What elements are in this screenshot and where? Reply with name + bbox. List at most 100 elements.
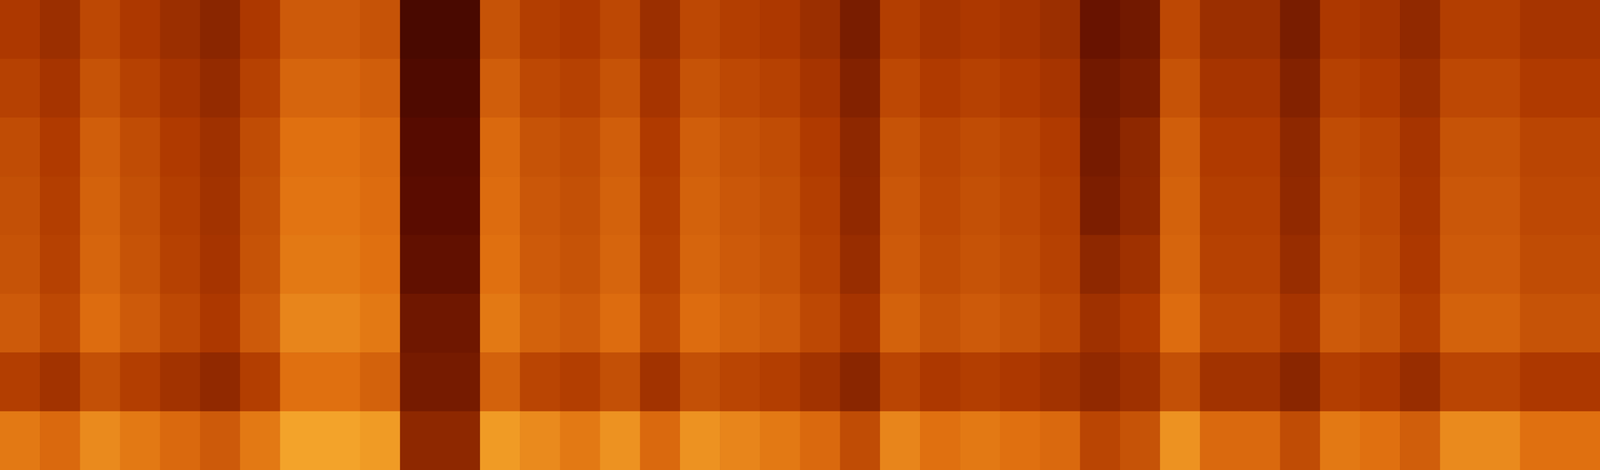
cell: [759, 352, 801, 412]
cell: [440, 235, 481, 295]
cell: [800, 293, 841, 353]
cell: [1199, 176, 1241, 236]
cell: [1439, 117, 1481, 177]
cell: [1520, 235, 1561, 295]
cell: [999, 293, 1041, 353]
cell: [1320, 293, 1361, 353]
cell: [400, 352, 441, 412]
cell: [959, 352, 1001, 412]
cell: [319, 352, 361, 412]
cell: [120, 0, 161, 60]
cell: [600, 293, 641, 353]
cell: [440, 0, 481, 60]
cell: [360, 235, 401, 295]
cell: [279, 411, 321, 470]
cell: [800, 176, 841, 236]
cell: [0, 293, 41, 353]
cell: [640, 411, 681, 470]
cell: [1239, 0, 1281, 60]
cell: [559, 58, 601, 118]
cell: [1360, 117, 1401, 177]
cell: [1560, 0, 1600, 60]
cell: [1520, 176, 1561, 236]
cell: [1320, 411, 1361, 470]
cell: [440, 176, 481, 236]
cell: [1080, 235, 1121, 295]
cell: [680, 411, 721, 470]
cell: [1479, 411, 1521, 470]
cell: [1479, 0, 1521, 60]
cell: [319, 293, 361, 353]
cell: [1159, 0, 1201, 60]
cell: [640, 117, 681, 177]
cell: [200, 58, 241, 118]
cell: [759, 0, 801, 60]
cell: [1120, 0, 1161, 60]
cell: [1320, 0, 1361, 60]
cell: [719, 117, 761, 177]
cell: [39, 235, 81, 295]
cell: [1479, 293, 1521, 353]
cell: [319, 0, 361, 60]
cell: [999, 176, 1041, 236]
cell: [360, 293, 401, 353]
cell: [1040, 58, 1081, 118]
cell: [1040, 176, 1081, 236]
cell: [0, 235, 41, 295]
cell: [1399, 352, 1441, 412]
cell: [120, 58, 161, 118]
cell: [600, 117, 641, 177]
cell: [239, 235, 281, 295]
cell: [39, 0, 81, 60]
cell: [239, 0, 281, 60]
cell: [800, 0, 841, 60]
cell: [1479, 352, 1521, 412]
cell: [79, 293, 121, 353]
cell: [160, 235, 201, 295]
cell: [400, 117, 441, 177]
cell: [640, 352, 681, 412]
cell: [360, 0, 401, 60]
cell: [519, 235, 561, 295]
cell: [479, 411, 521, 470]
cell: [479, 58, 521, 118]
cell: [959, 117, 1001, 177]
cell: [1080, 58, 1121, 118]
cell: [919, 293, 961, 353]
cell: [719, 58, 761, 118]
cell: [1199, 117, 1241, 177]
cell: [319, 235, 361, 295]
cell: [559, 176, 601, 236]
cell: [840, 352, 881, 412]
cell: [479, 352, 521, 412]
cell: [0, 117, 41, 177]
cell: [759, 411, 801, 470]
cell: [440, 58, 481, 118]
cell: [1280, 235, 1321, 295]
cell: [1199, 235, 1241, 295]
cell: [719, 293, 761, 353]
cell: [959, 235, 1001, 295]
cell: [360, 352, 401, 412]
cell: [1399, 411, 1441, 470]
cell: [1439, 411, 1481, 470]
cell: [239, 176, 281, 236]
cell: [680, 176, 721, 236]
cell: [759, 293, 801, 353]
cell: [1040, 352, 1081, 412]
cell: [1560, 352, 1600, 412]
cell: [1120, 411, 1161, 470]
cell: [1159, 58, 1201, 118]
cell: [880, 293, 921, 353]
cell: [880, 235, 921, 295]
cell: [759, 176, 801, 236]
cell: [279, 117, 321, 177]
cell: [479, 117, 521, 177]
cell: [160, 58, 201, 118]
cell: [1399, 117, 1441, 177]
cell: [919, 0, 961, 60]
cell: [559, 411, 601, 470]
cell: [1080, 411, 1121, 470]
cell: [1120, 176, 1161, 236]
cell: [1159, 117, 1201, 177]
